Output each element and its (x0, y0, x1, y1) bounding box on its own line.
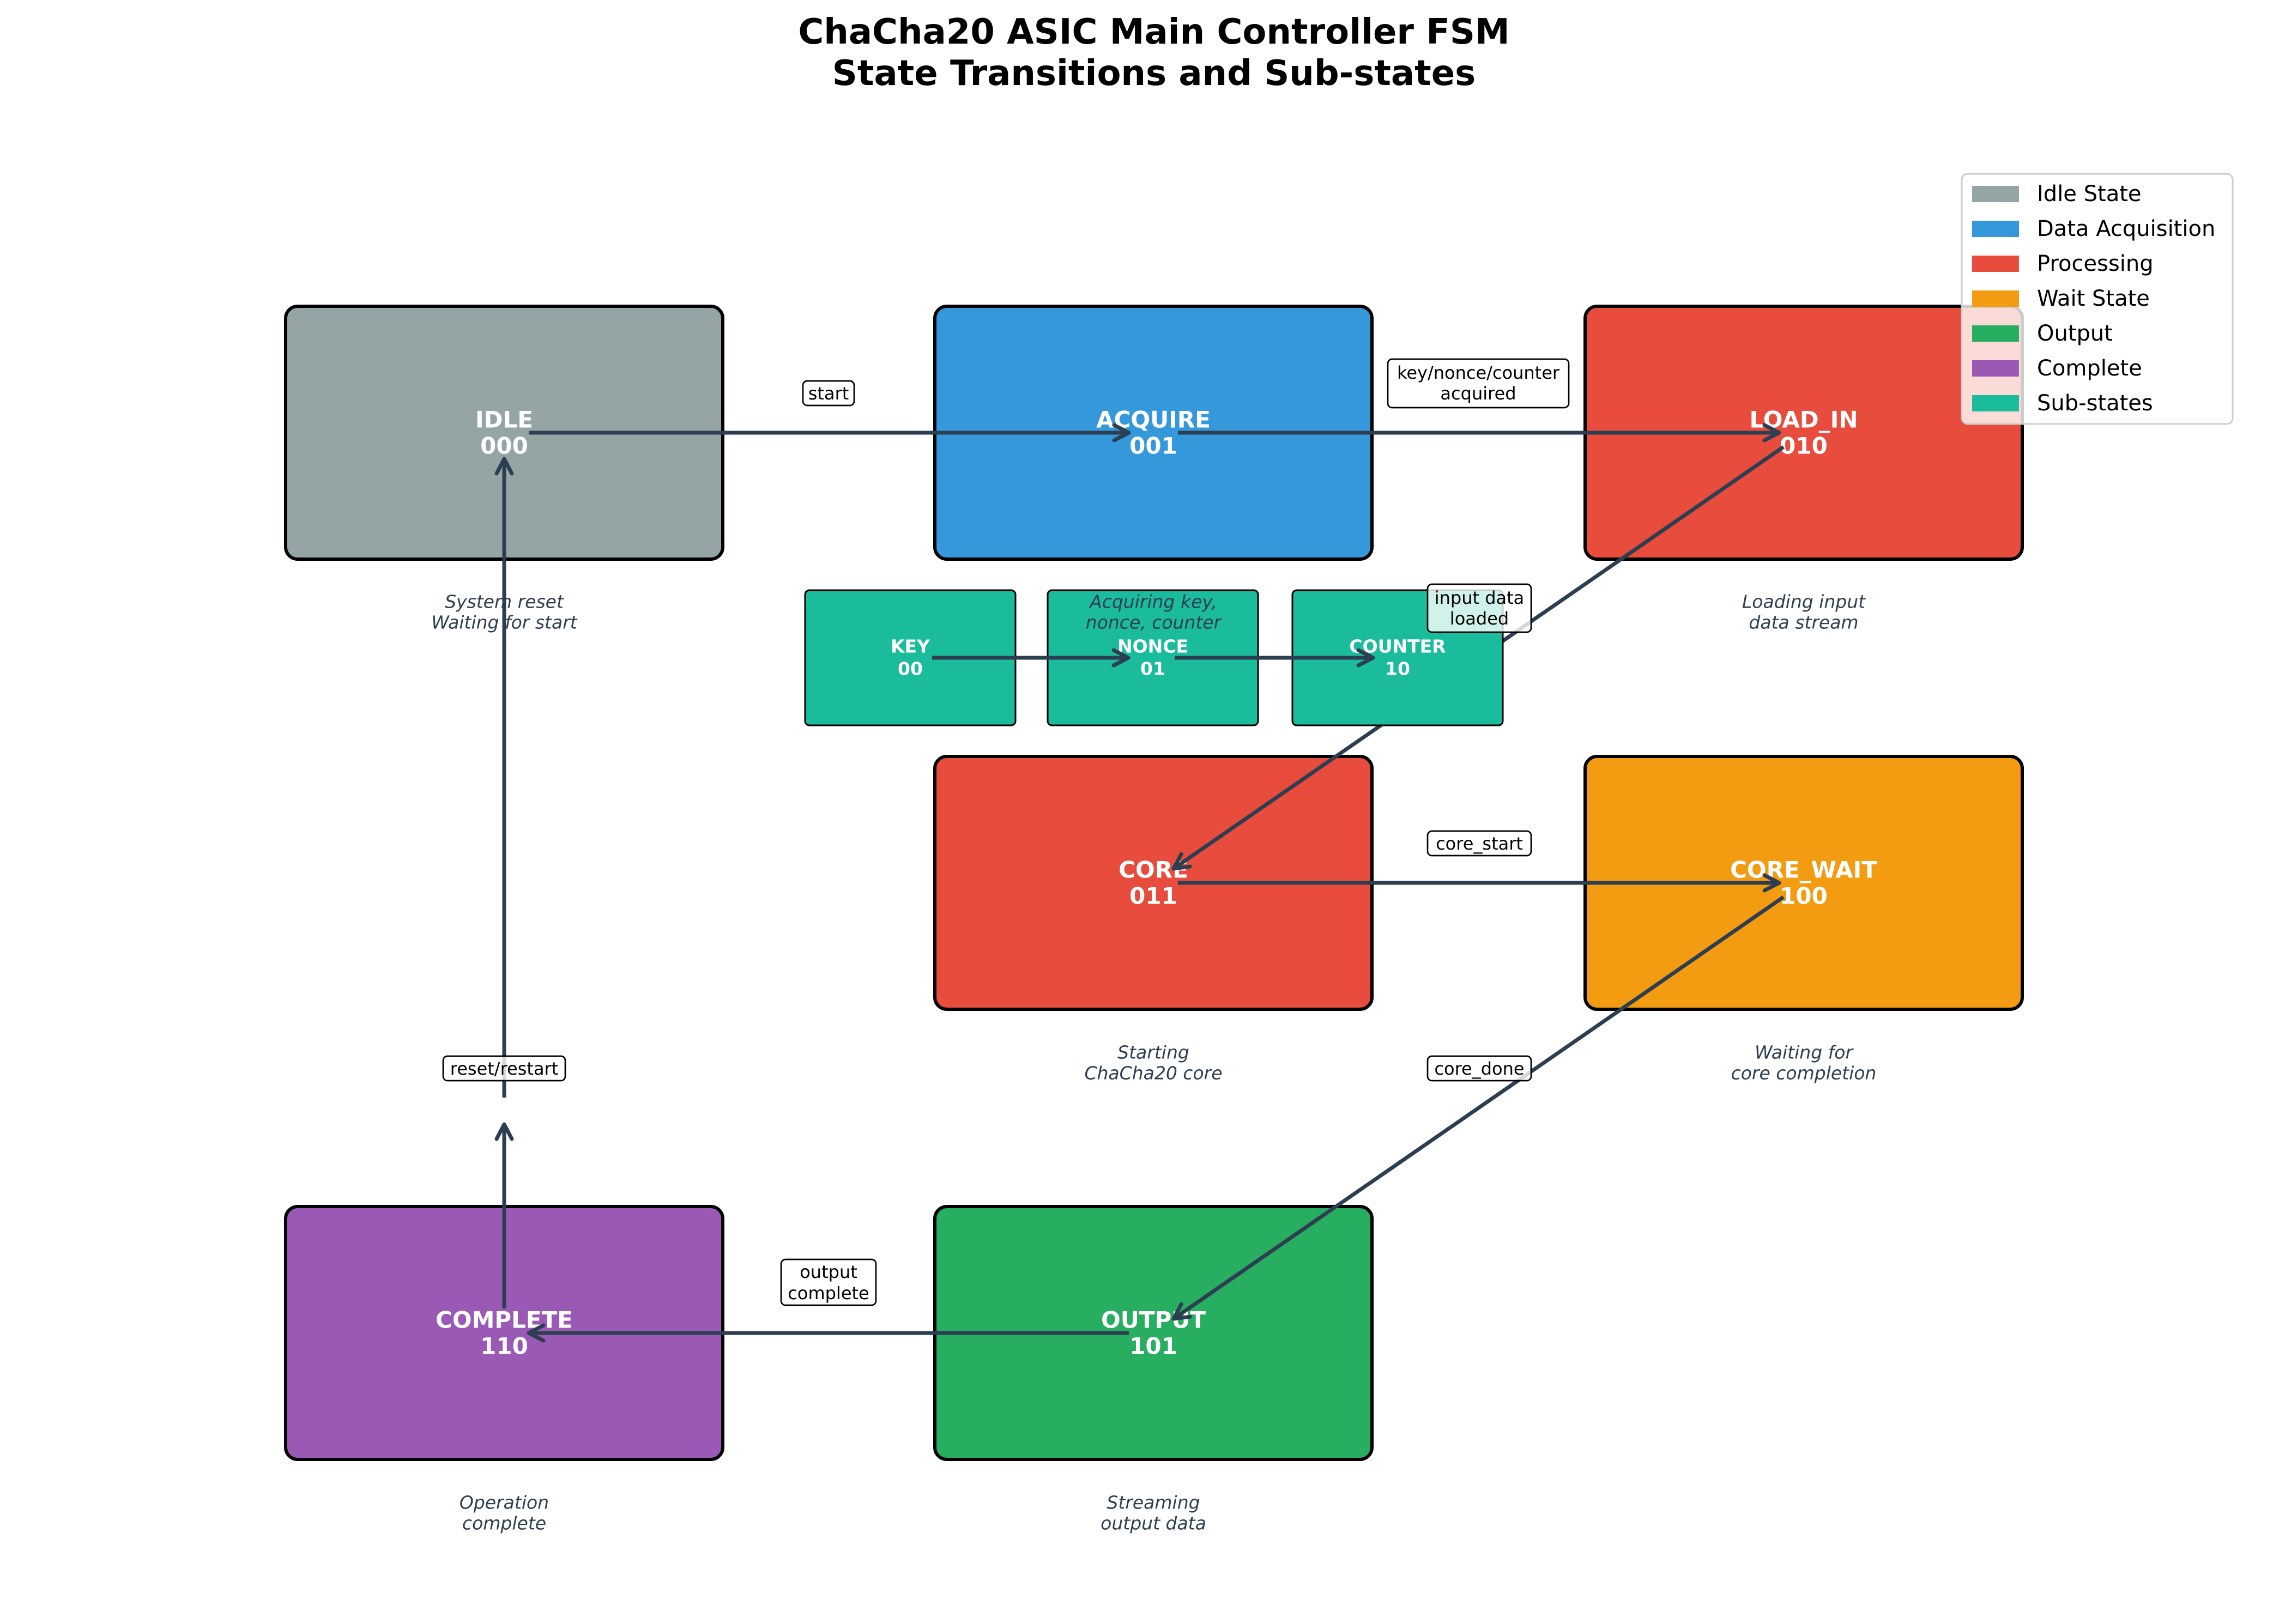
transition-label-input-loaded-box (1426, 583, 1532, 633)
state-idle-name: IDLE (475, 407, 533, 433)
transition-label-core-start-text: core_start (1436, 833, 1523, 854)
state-idle-description-line-2: Waiting for start (431, 612, 577, 633)
legend-label-processing: Processing (2037, 251, 2154, 276)
transition-label-reset-restart-box (442, 1055, 566, 1082)
state-complete-name: COMPLETE (436, 1307, 573, 1334)
substate-key-name: KEY (891, 636, 930, 657)
state-acquire-description-line-2: nonce, counter (1086, 612, 1223, 633)
legend-label-output: Output (2037, 321, 2113, 346)
transition-label-start-box (802, 380, 855, 407)
state-load-in-code: 010 (1780, 433, 1828, 459)
transition-label-start-text: start (808, 383, 849, 404)
transition-label-output-complete: output complete (780, 1258, 877, 1306)
state-load-in-name: LOAD_IN (1750, 407, 1858, 433)
substate-nonce-name: NONCE (1117, 636, 1188, 657)
transition-label-acquired-line-2: acquired (1440, 383, 1516, 404)
state-output-description-line-2: output data (1101, 1513, 1206, 1534)
state-output-name: OUTPUT (1101, 1307, 1206, 1334)
state-descriptions: System reset Waiting for start Acquiring… (431, 591, 1876, 1534)
transition-label-input-loaded-line-2: loaded (1450, 608, 1509, 629)
legend-swatch-wait-state (1972, 290, 2019, 307)
state-acquire-name: ACQUIRE (1096, 407, 1211, 433)
substate-counter-code: 10 (1385, 658, 1410, 680)
transition-label-acquired: key/nonce/counter acquired (1387, 358, 1570, 409)
state-core-wait-description-line-1: Waiting for (1755, 1042, 1854, 1063)
legend: Idle State Data Acquisition Processing W… (1961, 173, 2234, 425)
transition-label-acquired-box (1387, 358, 1570, 409)
state-load-in-description-line-1: Loading input (1742, 591, 1866, 613)
transition-label-core-start-box (1426, 830, 1532, 857)
legend-label-complete: Complete (2037, 356, 2142, 381)
state-acquire-code: 001 (1129, 433, 1177, 459)
diagram-title-line-2: State Transitions and Sub-states (832, 53, 1476, 94)
state-core-code: 011 (1129, 883, 1177, 910)
legend-swatch-sub-states (1972, 395, 2019, 411)
legend-label-idle-state: Idle State (2037, 181, 2142, 207)
state-acquire-description-line-1: Acquiring key, (1089, 591, 1217, 613)
legend-label-sub-states: Sub-states (2037, 391, 2153, 416)
substate-nonce-code: 01 (1140, 658, 1165, 680)
state-core-wait-description-line-2: core completion (1731, 1063, 1877, 1084)
diagram-title: ChaCha20 ASIC Main Controller FSM State … (798, 12, 1509, 94)
state-core-name: CORE (1119, 857, 1188, 883)
state-output-description-line-1: Streaming (1107, 1492, 1200, 1513)
legend-label-data-acquisition: Data Acquisition (2037, 216, 2215, 241)
substate-key-code: 00 (898, 658, 923, 680)
state-complete-description-line-2: complete (462, 1513, 546, 1534)
transition-label-core-start: core_start (1426, 830, 1532, 857)
state-idle-description-line-1: System reset (445, 591, 564, 613)
state-complete-code: 110 (480, 1333, 528, 1360)
state-core-wait-name: CORE_WAIT (1730, 857, 1877, 883)
transition-label-output-complete-box (780, 1258, 877, 1306)
substate-counter-name: COUNTER (1349, 636, 1446, 657)
transition-label-core-done-text: core_done (1434, 1058, 1524, 1079)
state-output-code: 101 (1129, 1333, 1177, 1360)
legend-frame (1961, 173, 2234, 425)
transition-label-acquired-line-1: key/nonce/counter (1397, 362, 1560, 383)
legend-swatch-complete (1972, 360, 2019, 377)
legend-label-wait-state: Wait State (2037, 286, 2150, 311)
diagram-title-line-1: ChaCha20 ASIC Main Controller FSM (798, 12, 1509, 52)
legend-swatch-processing (1972, 256, 2019, 272)
transition-label-input-loaded: input data loaded (1426, 583, 1532, 633)
state-core-description-line-2: ChaCha20 core (1084, 1063, 1222, 1084)
state-core-description-line-1: Starting (1117, 1042, 1189, 1063)
transition-label-core-done: core_done (1426, 1055, 1532, 1082)
transition-label-reset-restart: reset/restart (442, 1055, 566, 1082)
transition-label-input-loaded-line-1: input data (1435, 587, 1525, 608)
transition-label-output-complete-line-2: complete (788, 1283, 869, 1304)
state-core-wait-code: 100 (1780, 883, 1828, 910)
state-output: OUTPUT 101 (933, 1205, 1374, 1461)
transition-label-output-complete-line-1: output (800, 1262, 857, 1282)
legend-swatch-idle-state (1972, 186, 2019, 202)
legend-swatch-data-acquisition (1972, 221, 2019, 237)
legend-swatch-output (1972, 325, 2019, 342)
transition-label-core-done-box (1426, 1055, 1532, 1082)
state-core: CORE 011 (933, 755, 1374, 1011)
arrow-core-wait-to-output (1171, 895, 1785, 1321)
transition-label-reset-restart-text: reset/restart (450, 1058, 559, 1079)
state-idle-code: 000 (480, 433, 528, 459)
state-load-in-description-line-2: data stream (1749, 612, 1858, 633)
state-complete-description-line-1: Operation (460, 1492, 549, 1513)
transition-label-start: start (802, 380, 855, 407)
